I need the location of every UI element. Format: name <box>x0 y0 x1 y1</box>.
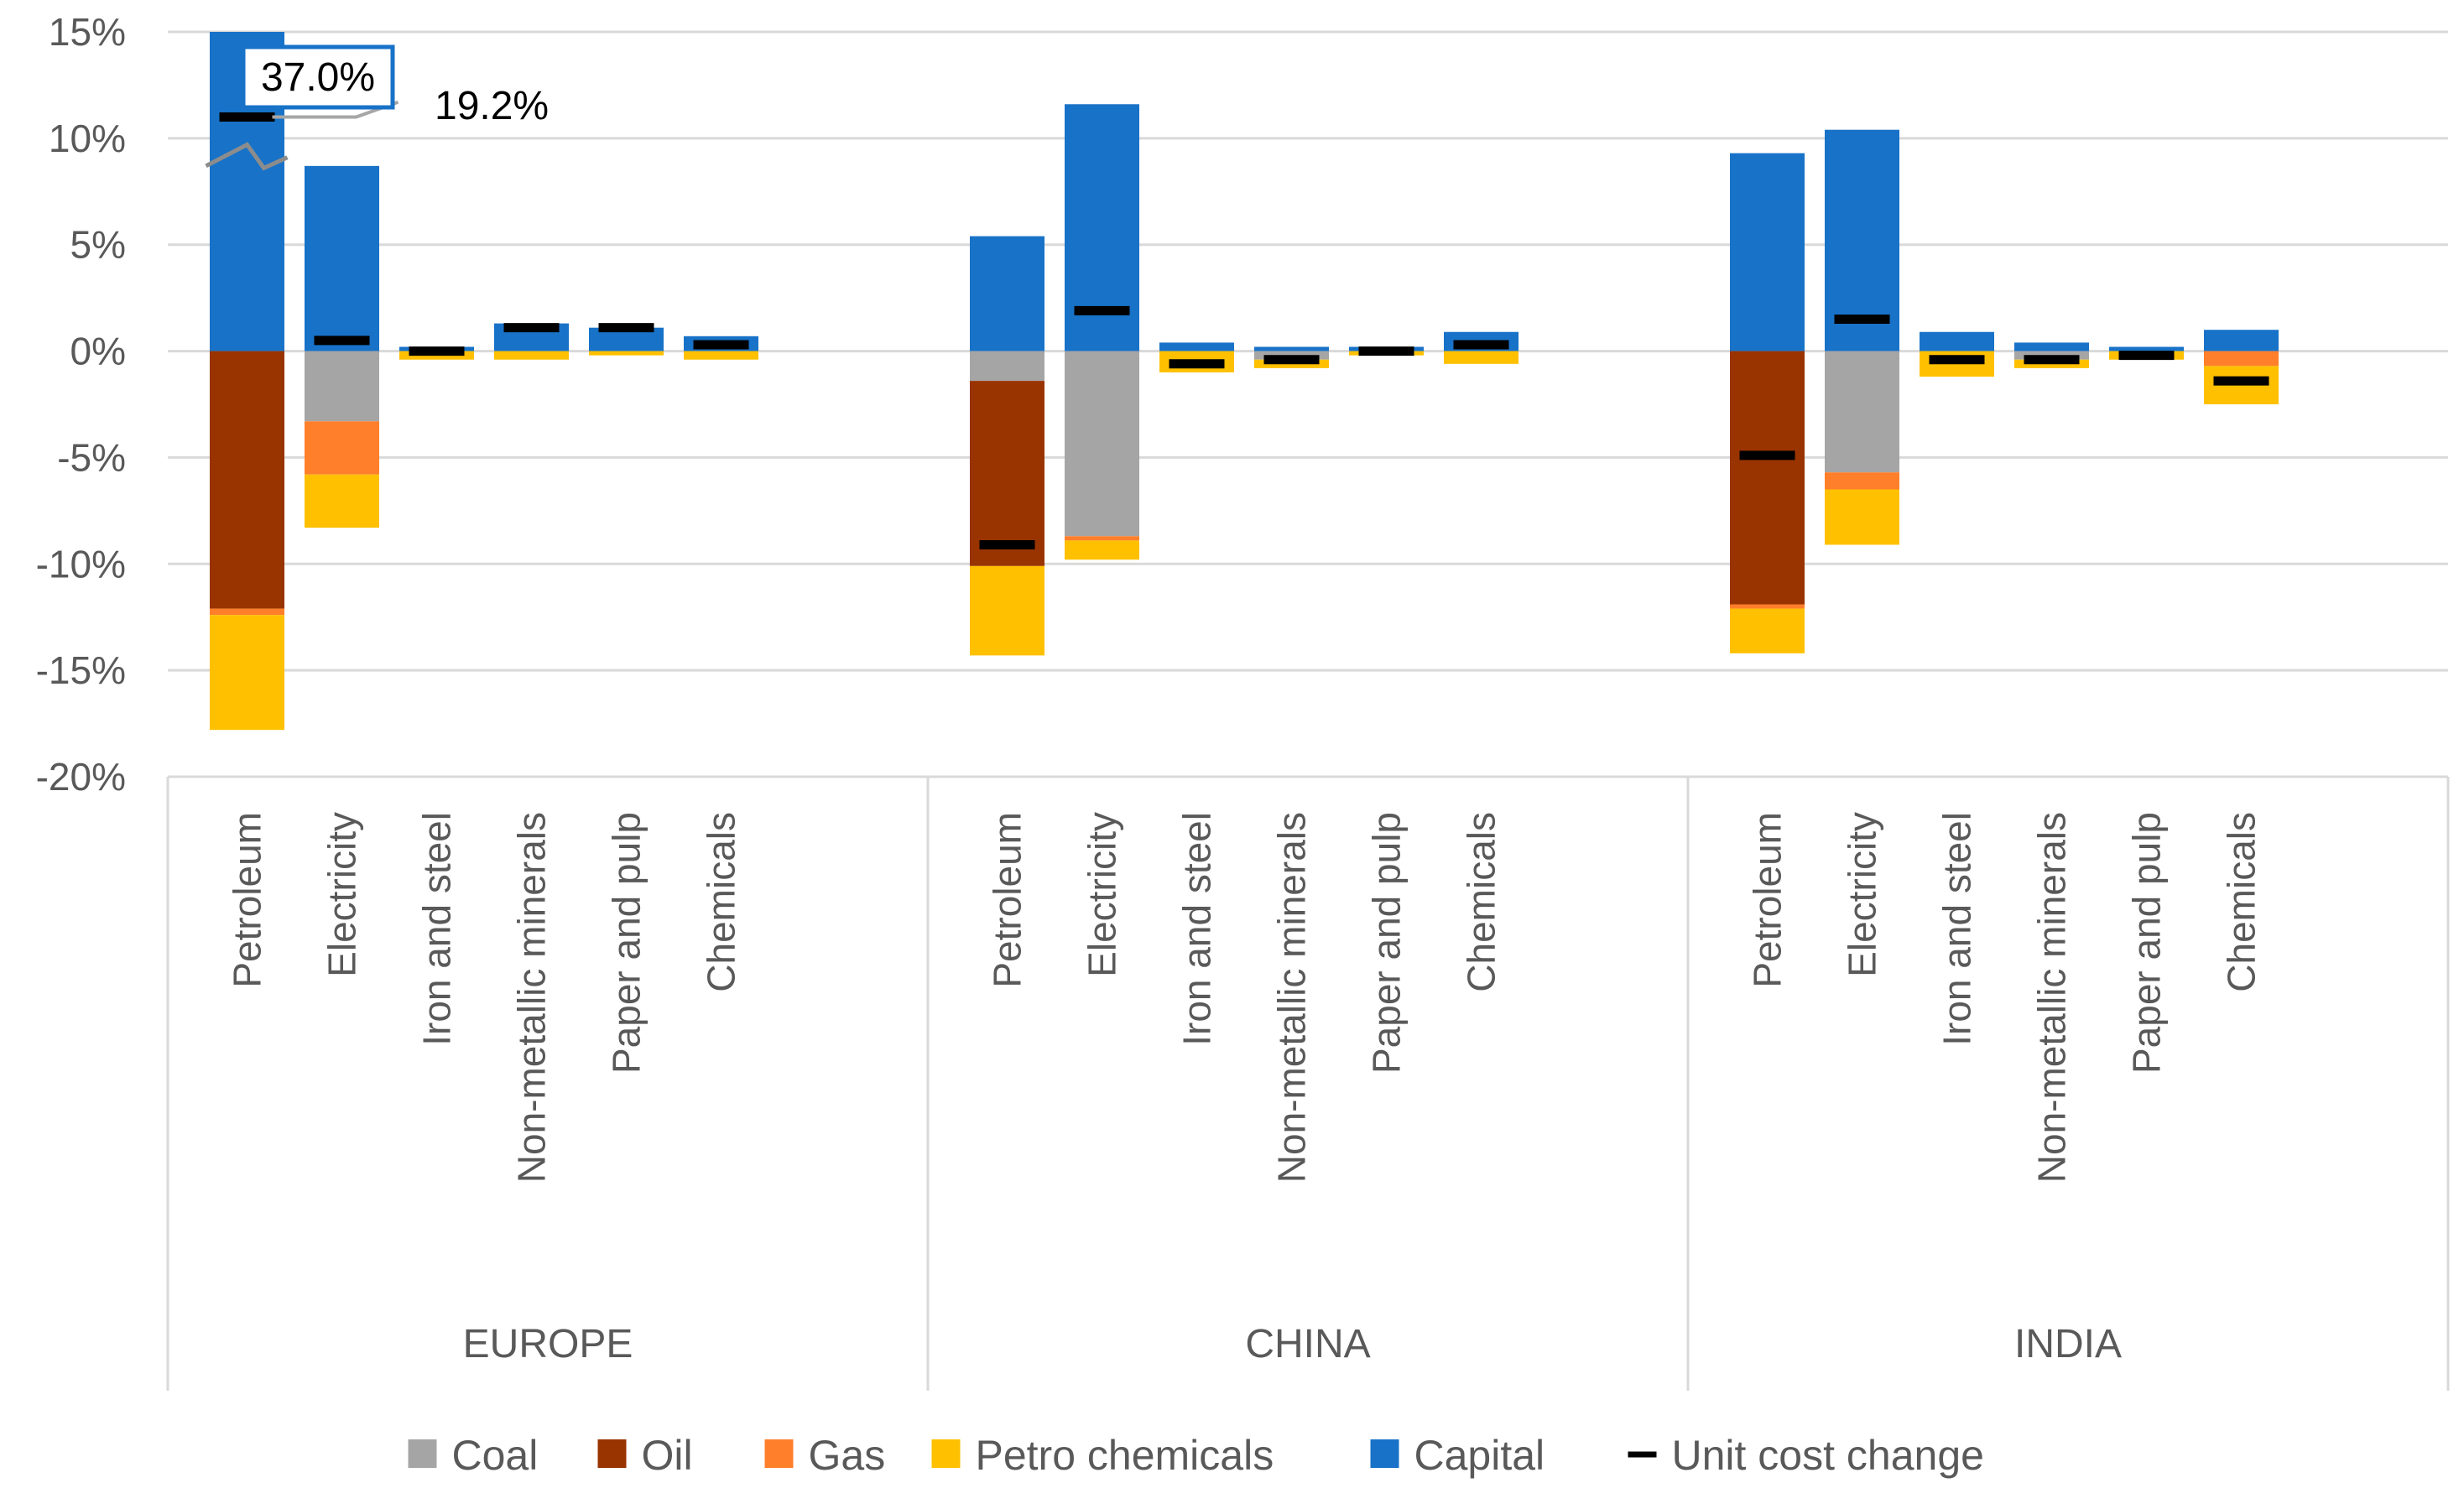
category-tick-label: Paper and pulp <box>605 812 649 1074</box>
category-tick-label: Non-metallic minerals <box>1270 812 1314 1183</box>
bar-segment-capital <box>2014 342 2089 351</box>
y-tick-label: -5% <box>57 435 126 479</box>
y-tick-label: 10% <box>49 117 126 160</box>
legend-swatch-oil <box>597 1439 627 1468</box>
category-tick-label: Chemicals <box>2220 812 2263 992</box>
bar-segment-petro <box>1444 351 1519 364</box>
category-tick-label: Electricity <box>1841 812 1884 977</box>
bar-segment-capital <box>1920 331 1994 351</box>
bar-segment-capital <box>1825 129 1899 351</box>
category-tick-label: Petroleum <box>1746 812 1789 988</box>
y-tick-label: -10% <box>36 542 126 585</box>
bar-segment-coal <box>1825 351 1899 473</box>
bar-segment-capital <box>1730 153 1805 351</box>
legend-label-unit-cost: Unit cost change <box>1672 1432 1984 1479</box>
bar-segment-capital <box>2109 346 2184 351</box>
annotation-capital-value: 37.0% <box>261 55 375 100</box>
bar-segment-capital <box>2204 330 2279 351</box>
bar-segment-gas <box>210 608 284 616</box>
category-tick-label: Electricity <box>1081 812 1124 977</box>
legend-label-oil: Oil <box>642 1432 693 1479</box>
bar-segment-oil <box>970 381 1044 566</box>
bar-segment-petro <box>589 351 664 356</box>
category-tick-label: Iron and steel <box>1175 812 1219 1046</box>
bar-segment-petro <box>210 615 284 731</box>
axis-break-mark <box>205 142 289 171</box>
bar-segment-petro <box>1065 540 1139 560</box>
bar-segment-oil <box>210 351 284 609</box>
bar-segment-capital <box>970 236 1044 351</box>
category-tick-label: Petroleum <box>986 812 1029 988</box>
legend-swatch-capital <box>1370 1439 1399 1468</box>
group-label: CHINA <box>1245 1322 1370 1366</box>
legend-label-petro: Petro chemicals <box>976 1432 1274 1479</box>
bar-segment-capital <box>1254 346 1329 351</box>
category-tick-label: Chemicals <box>700 812 743 992</box>
category-tick-label: Iron and steel <box>1935 812 1979 1046</box>
bars <box>210 32 2279 731</box>
legend-swatch-gas <box>764 1439 794 1468</box>
bar-segment-petro <box>305 474 379 528</box>
annotation-box <box>241 44 395 110</box>
category-tick-label: Iron and steel <box>415 812 459 1046</box>
bar-segment-petro <box>684 351 758 360</box>
y-tick-label: -15% <box>36 648 126 692</box>
bar-segment-gas <box>1825 472 1899 490</box>
category-tick-label: Paper and pulp <box>1365 812 1409 1074</box>
bar-segment-capital <box>305 165 379 351</box>
y-tick-label: 15% <box>49 10 126 54</box>
y-tick-label: 0% <box>70 330 126 373</box>
bar-segment-petro <box>1730 608 1805 653</box>
category-tick-label: Petroleum <box>226 812 269 988</box>
bar-segment-petro <box>970 565 1044 656</box>
legend-label-capital: Capital <box>1414 1432 1545 1479</box>
category-tick-label: Non-metallic minerals <box>510 812 554 1183</box>
group-label: INDIA <box>2014 1322 2122 1366</box>
bar-segment-coal <box>305 351 379 422</box>
bar-segment-coal <box>970 351 1044 382</box>
bar-segment-petro <box>494 351 569 360</box>
legend-label-coal: Coal <box>452 1432 539 1479</box>
bar-segment-petro <box>1825 489 1899 545</box>
bar-segment-capital <box>1159 342 1234 351</box>
legend: Coal Oil Gas Petro chemicals Capital Unit cos… <box>408 1432 1984 1479</box>
legend-label-gas: Gas <box>809 1432 886 1479</box>
bar-segment-gas <box>1065 536 1139 541</box>
axes: 15% 10% 5% 0% -5% -10% -15% -20% Petroleum Electr… <box>36 10 2450 1391</box>
bar-segment-gas <box>305 421 379 475</box>
bar-segment-gas <box>2204 351 2279 367</box>
annotation-unit-cost-value: 19.2% <box>435 84 549 128</box>
y-tick-label: 5% <box>70 223 126 267</box>
category-tick-label: Paper and pulp <box>2125 812 2169 1074</box>
y-tick-label: -20% <box>36 755 126 799</box>
category-tick-label: Chemicals <box>1460 812 1503 992</box>
bar-segment-coal <box>1065 351 1139 537</box>
annotations: 37.0% 19.2% <box>205 44 549 171</box>
group-label: EUROPE <box>463 1322 633 1366</box>
bar-segment-oil <box>1730 351 1805 605</box>
gridlines <box>168 30 2448 778</box>
legend-swatch-coal <box>408 1439 437 1468</box>
legend-swatch-petro <box>931 1439 961 1468</box>
bar-segment-gas <box>1730 604 1805 609</box>
unit-cost-markers <box>219 112 2269 549</box>
category-tick-label: Electricity <box>320 812 364 977</box>
category-tick-label: Non-metallic minerals <box>2030 812 2074 1183</box>
